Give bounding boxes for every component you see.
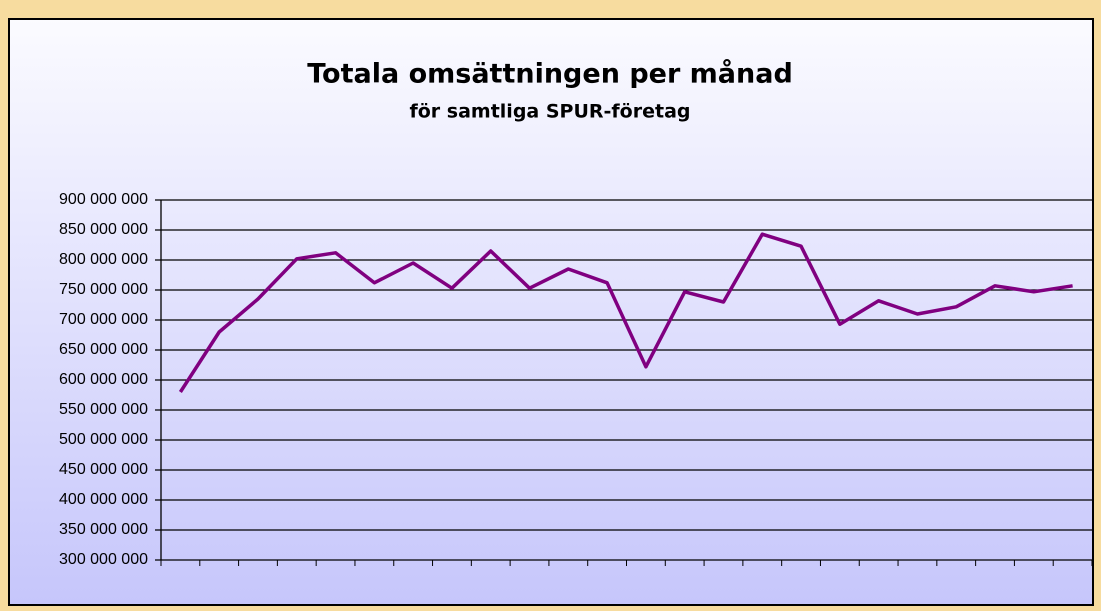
y-tick-label: 400 000 000 <box>59 491 148 508</box>
y-tick-label: 600 000 000 <box>59 371 148 388</box>
y-tick-label: 800 000 000 <box>59 251 148 268</box>
chart-title: Totala omsättningen per månad <box>307 58 793 90</box>
y-tick-label: 500 000 000 <box>59 431 148 448</box>
y-tick-label: 300 000 000 <box>59 551 148 568</box>
chart-subtitle: för samtliga SPUR-företag <box>409 101 690 123</box>
data-line <box>178 232 1073 393</box>
y-tick-label: 850 000 000 <box>59 221 148 238</box>
y-tick-label: 750 000 000 <box>59 281 148 298</box>
y-tick-label: 650 000 000 <box>59 341 148 358</box>
y-tick-label: 450 000 000 <box>59 461 148 478</box>
y-tick-label: 700 000 000 <box>59 311 148 328</box>
y-tick-label: 900 000 000 <box>59 191 148 208</box>
y-tick-label: 350 000 000 <box>59 521 148 538</box>
y-tick-label: 550 000 000 <box>59 401 148 418</box>
